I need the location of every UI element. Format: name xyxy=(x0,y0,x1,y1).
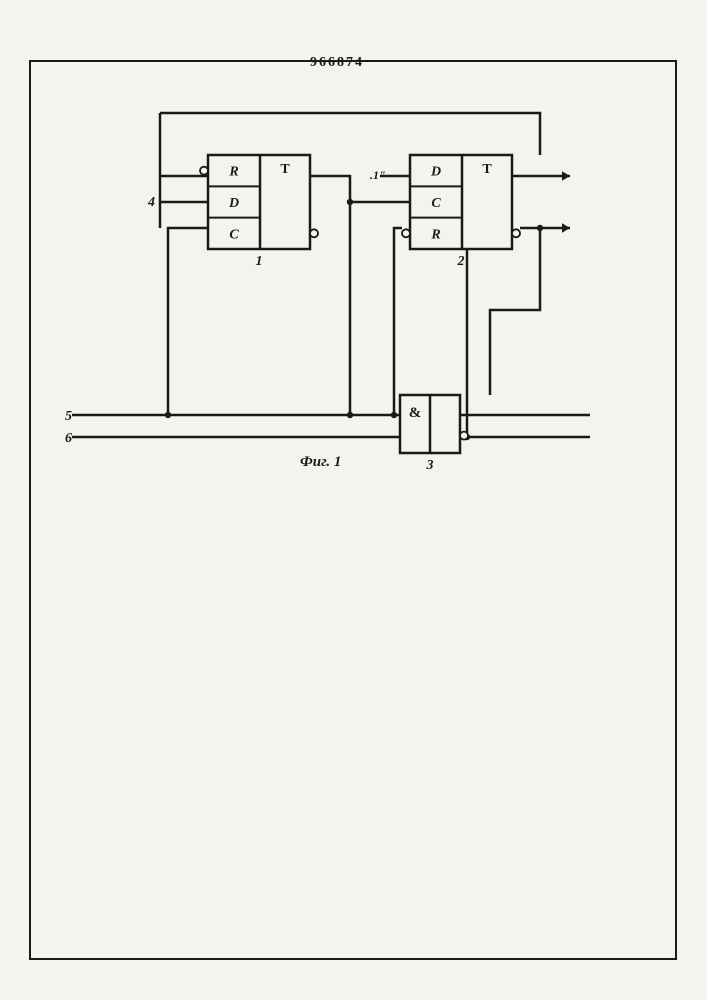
svg-text:R: R xyxy=(228,165,238,180)
svg-text:3: 3 xyxy=(426,458,434,473)
circuit-diagram: R D C T 1 D C R T 2 & 3 4 5 6 .1" Фиг. 1 xyxy=(0,0,707,1000)
svg-text:&: & xyxy=(409,405,422,421)
svg-text:6: 6 xyxy=(65,431,72,446)
svg-text:5: 5 xyxy=(65,409,72,424)
svg-text:.1": .1" xyxy=(370,168,386,182)
svg-text:T: T xyxy=(280,162,290,177)
svg-text:D: D xyxy=(430,165,441,180)
svg-text:C: C xyxy=(431,196,441,211)
svg-text:T: T xyxy=(482,162,492,177)
svg-text:C: C xyxy=(229,227,239,242)
svg-text:Фиг. 1: Фиг. 1 xyxy=(300,454,341,470)
svg-text:D: D xyxy=(228,196,239,211)
svg-text:4: 4 xyxy=(147,195,155,210)
svg-text:R: R xyxy=(430,227,440,242)
svg-text:2: 2 xyxy=(457,254,465,269)
svg-text:1: 1 xyxy=(256,254,263,269)
